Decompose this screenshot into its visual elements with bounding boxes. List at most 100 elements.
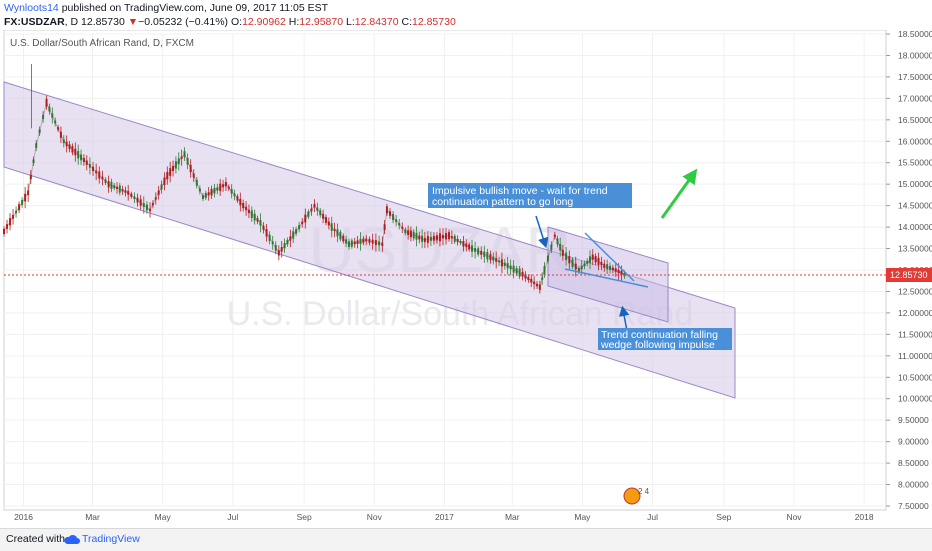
candle-body — [12, 215, 15, 219]
candle-body — [256, 218, 259, 222]
candle-body — [448, 232, 451, 240]
event-badge-icon[interactable] — [623, 487, 641, 505]
candle-body — [450, 236, 453, 239]
candle-body — [580, 265, 583, 270]
candle-body — [85, 160, 88, 165]
candle-body — [186, 157, 189, 165]
y-tick-label: 18.50000 — [898, 30, 932, 39]
tradingview-brand-link[interactable]: TradingView — [82, 533, 140, 545]
candle-body — [32, 159, 35, 164]
y-tick-label: 10.00000 — [898, 394, 932, 404]
y-tick-label: 9.50000 — [898, 415, 929, 425]
candle-body — [489, 254, 492, 261]
price-series-line — [3, 101, 628, 289]
candle-body — [350, 240, 353, 247]
candle-body — [565, 252, 568, 260]
low-value: 12.84370 — [354, 16, 399, 28]
y-tick-label: 11.50000 — [898, 329, 932, 339]
candle-body — [603, 263, 606, 268]
candle-body — [271, 241, 274, 245]
candle-body — [29, 174, 32, 180]
annotation-wedge[interactable]: Trend continuation falling wedge followi… — [598, 328, 732, 351]
candle-body — [333, 228, 336, 231]
candle-body — [265, 229, 268, 237]
price-chart[interactable]: USDZAR U.S. Dollar/South African Rand Im… — [0, 30, 932, 528]
wedge-upper-line[interactable] — [584, 232, 635, 282]
annotation-impulsive[interactable]: Impulsive bullish move - wait for trend … — [428, 183, 632, 208]
symbol-label[interactable]: FX:USDZAR — [4, 16, 65, 28]
candle-body — [298, 225, 301, 230]
y-tick-label: 7.50000 — [898, 501, 929, 511]
candle-body — [18, 204, 21, 211]
candle-body — [468, 244, 471, 250]
candle-body — [543, 266, 546, 274]
y-tick-label: 11.00000 — [898, 351, 932, 361]
x-tick-label: May — [155, 512, 172, 522]
candle-body — [280, 247, 283, 252]
annotation-box[interactable] — [598, 328, 732, 350]
candle-body — [614, 268, 617, 272]
candle-body — [195, 179, 198, 186]
open-label: O: — [230, 16, 243, 28]
candle-body — [6, 224, 9, 229]
candle-body — [483, 251, 486, 258]
candle-body — [124, 190, 127, 193]
y-tick-label: 12.00000 — [898, 308, 932, 318]
candle-body — [322, 213, 325, 219]
wedge-lower-line[interactable] — [564, 268, 649, 288]
candle-body — [15, 210, 18, 214]
candle-body — [71, 146, 74, 153]
candle-body — [233, 193, 236, 197]
candle-body — [586, 260, 589, 264]
candle-body — [359, 238, 362, 244]
ohlc-header: FX:USDZAR, D 12.85730 ▼−0.05232 (−0.41%)… — [4, 16, 456, 28]
candle-body — [404, 229, 407, 234]
candle-body — [533, 281, 536, 285]
x-tick-label: Sep — [297, 512, 312, 522]
candle-body — [88, 163, 91, 168]
candle-body — [512, 265, 515, 273]
y-tick-label: 14.50000 — [898, 201, 932, 211]
y-tick-label: 9.00000 — [898, 437, 929, 447]
candle-body — [151, 203, 154, 206]
candle-body — [242, 203, 245, 209]
x-tick-label: Nov — [367, 512, 383, 522]
candle-body — [324, 217, 327, 223]
candle-body — [310, 208, 313, 212]
event-badge[interactable]: 2 4 — [623, 487, 650, 505]
annotation-box[interactable] — [428, 183, 632, 208]
candle-body — [307, 211, 310, 217]
candle-body — [498, 260, 501, 263]
candle-body — [236, 196, 239, 201]
candle-body — [356, 240, 359, 244]
candle-body — [509, 265, 512, 270]
candle-body — [445, 233, 448, 240]
candle-body — [107, 181, 110, 188]
candle-body — [353, 241, 356, 245]
candle-body — [541, 277, 544, 280]
candle-body — [336, 229, 339, 237]
candle-body — [415, 232, 418, 240]
high-label: H: — [288, 16, 300, 28]
candle-body — [286, 239, 289, 245]
candle-body — [172, 165, 175, 171]
candle-body — [423, 237, 426, 243]
candle-body — [74, 148, 77, 156]
candle-body — [54, 120, 57, 124]
candle-body — [68, 144, 71, 149]
time-axis[interactable]: 2016 Mar May Jul Sep Nov 2017 Mar May Jul Sep Nov 20… — [14, 512, 874, 522]
candle-body — [486, 252, 489, 260]
candle-body — [180, 156, 183, 159]
event-badge-label: 2 4 — [638, 487, 650, 496]
candle-body — [568, 256, 571, 264]
candle-body — [283, 243, 286, 249]
author-link[interactable]: Wynloots14 — [4, 2, 59, 14]
candle-body — [24, 193, 27, 202]
candle-body — [316, 207, 319, 211]
candle-body — [301, 221, 304, 224]
candle-body — [268, 234, 271, 241]
candle-body — [339, 231, 342, 240]
candle-body — [515, 268, 518, 274]
candle-body — [577, 268, 580, 272]
falling-wedge[interactable] — [564, 232, 649, 288]
